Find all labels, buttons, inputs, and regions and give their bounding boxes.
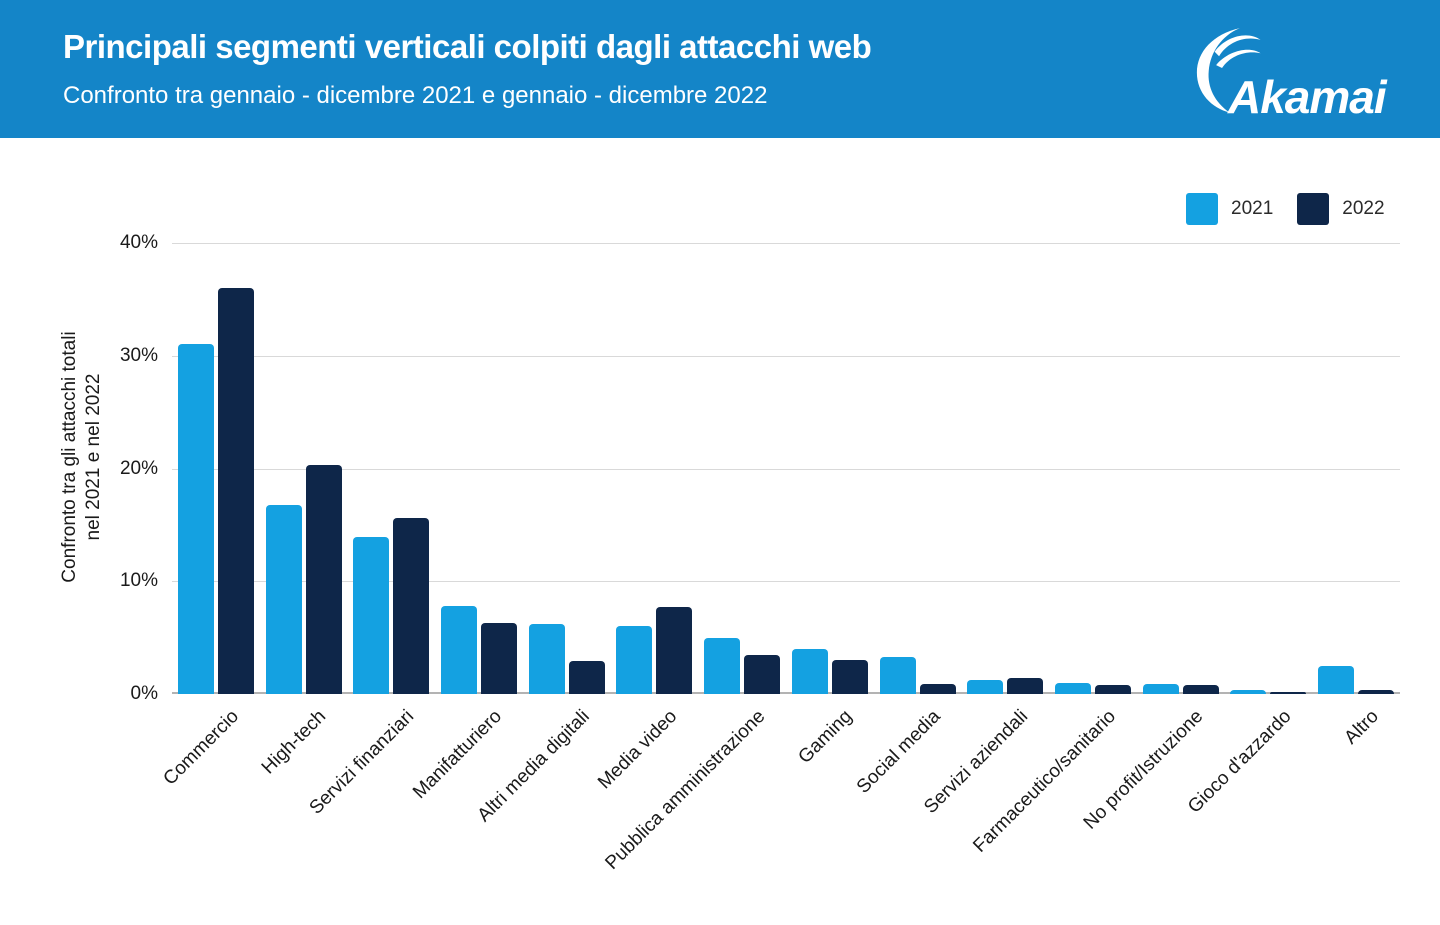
x-axis-label-media-video: Media video bbox=[593, 706, 682, 794]
bar-2022-high-tech bbox=[305, 465, 342, 694]
plot-area: 0% 10% 20% 30% 40% Commercio High-tech Servizi … bbox=[120, 232, 1400, 874]
legend-swatch-2022 bbox=[1297, 193, 1330, 225]
y-tick-label: 40% bbox=[119, 232, 158, 253]
gridline-30pct bbox=[172, 355, 1400, 357]
bar-2021-social-media bbox=[879, 656, 916, 694]
bar-2022-gioco-d-azzardo bbox=[1270, 691, 1307, 694]
x-axis-label-farmaceutico-sanitario: Farmaceutico/sanitario bbox=[969, 706, 1120, 857]
bar-2021-servizi-finanziari bbox=[353, 537, 390, 694]
x-axis-label-high-tech: High-tech bbox=[258, 706, 331, 779]
header-banner: Principali segmenti verticali colpiti da… bbox=[0, 0, 1440, 138]
legend-label-2021: 2021 bbox=[1231, 198, 1274, 219]
akamai-wordmark: Akamai bbox=[1228, 71, 1387, 123]
y-axis-title-line: Confronto tra gli attacchi totali bbox=[59, 331, 80, 583]
bar-2021-manifatturiero bbox=[441, 606, 477, 694]
legend-swatch-2021 bbox=[1186, 193, 1218, 225]
gridline-10pct bbox=[172, 581, 1400, 583]
x-axis-label-social-media: Social media bbox=[852, 706, 945, 798]
bar-2022-pubblica-amministrazione bbox=[744, 654, 781, 694]
bar-2021-farmaceutico-sanitario bbox=[1055, 682, 1091, 694]
bar-2021-pubblica-amministrazione bbox=[704, 637, 741, 694]
bar-2021-high-tech bbox=[265, 504, 302, 694]
gridline-40pct bbox=[172, 243, 1400, 244]
bar-2021-altri-media-digitali bbox=[528, 624, 565, 694]
y-tick-label: 20% bbox=[119, 457, 158, 479]
x-axis-label-commercio: Commercio bbox=[159, 706, 243, 790]
y-tick-label: 30% bbox=[119, 344, 158, 366]
x-axis-label-pubblica-amministrazione: Pubblica amministrazione bbox=[601, 706, 769, 874]
y-tick-label: 0% bbox=[130, 683, 158, 704]
bar-2021-servizi-aziendali bbox=[967, 680, 1004, 694]
bar-2021-commercio bbox=[177, 344, 214, 694]
x-axis-label-altro: Altro bbox=[1340, 706, 1383, 749]
bar-2021-gioco-d-azzardo bbox=[1230, 689, 1267, 694]
gridline-20pct bbox=[172, 468, 1400, 470]
page-title: Principali segmenti verticali colpiti da… bbox=[63, 28, 872, 65]
legend-item-2022: 2022 bbox=[1297, 193, 1385, 225]
x-axis-label-manifatturiero: Manifatturiero bbox=[408, 706, 506, 803]
bar-2021-media-video bbox=[616, 626, 653, 694]
bar-2022-no-profit-istruzione bbox=[1182, 684, 1219, 694]
x-axis-label-gaming: Gaming bbox=[794, 706, 857, 768]
bar-2022-commercio bbox=[217, 288, 254, 694]
y-tick-label: 10% bbox=[119, 570, 158, 592]
page-subtitle: Confronto tra gennaio - dicembre 2021 e … bbox=[63, 82, 768, 109]
bar-2022-media-video bbox=[656, 607, 693, 694]
bar-2022-manifatturiero bbox=[481, 622, 517, 694]
bar-2022-farmaceutico-sanitario bbox=[1095, 684, 1131, 694]
bar-2022-altri-media-digitali bbox=[568, 661, 605, 694]
bar-2022-servizi-finanziari bbox=[393, 518, 430, 694]
bar-2022-servizi-aziendali bbox=[1007, 678, 1044, 694]
legend-label-2022: 2022 bbox=[1342, 198, 1385, 219]
bar-2021-gaming bbox=[791, 648, 828, 694]
chart-legend: 2021 2022 bbox=[1186, 193, 1385, 225]
gridline-0pct bbox=[172, 692, 1400, 694]
akamai-logo: Akamai bbox=[1188, 26, 1388, 123]
legend-item-2021: 2021 bbox=[1186, 193, 1273, 225]
bar-2022-social-media bbox=[919, 683, 956, 694]
akamai-swoosh-icon bbox=[1196, 28, 1261, 113]
bar-2022-gaming bbox=[831, 660, 868, 694]
bar-2021-altro bbox=[1318, 665, 1355, 694]
bar-2022-altro bbox=[1358, 689, 1395, 694]
y-axis-title: Confronto tra gli attacchi totali nel 202… bbox=[58, 292, 106, 622]
bar-2021-no-profit-istruzione bbox=[1142, 683, 1179, 694]
